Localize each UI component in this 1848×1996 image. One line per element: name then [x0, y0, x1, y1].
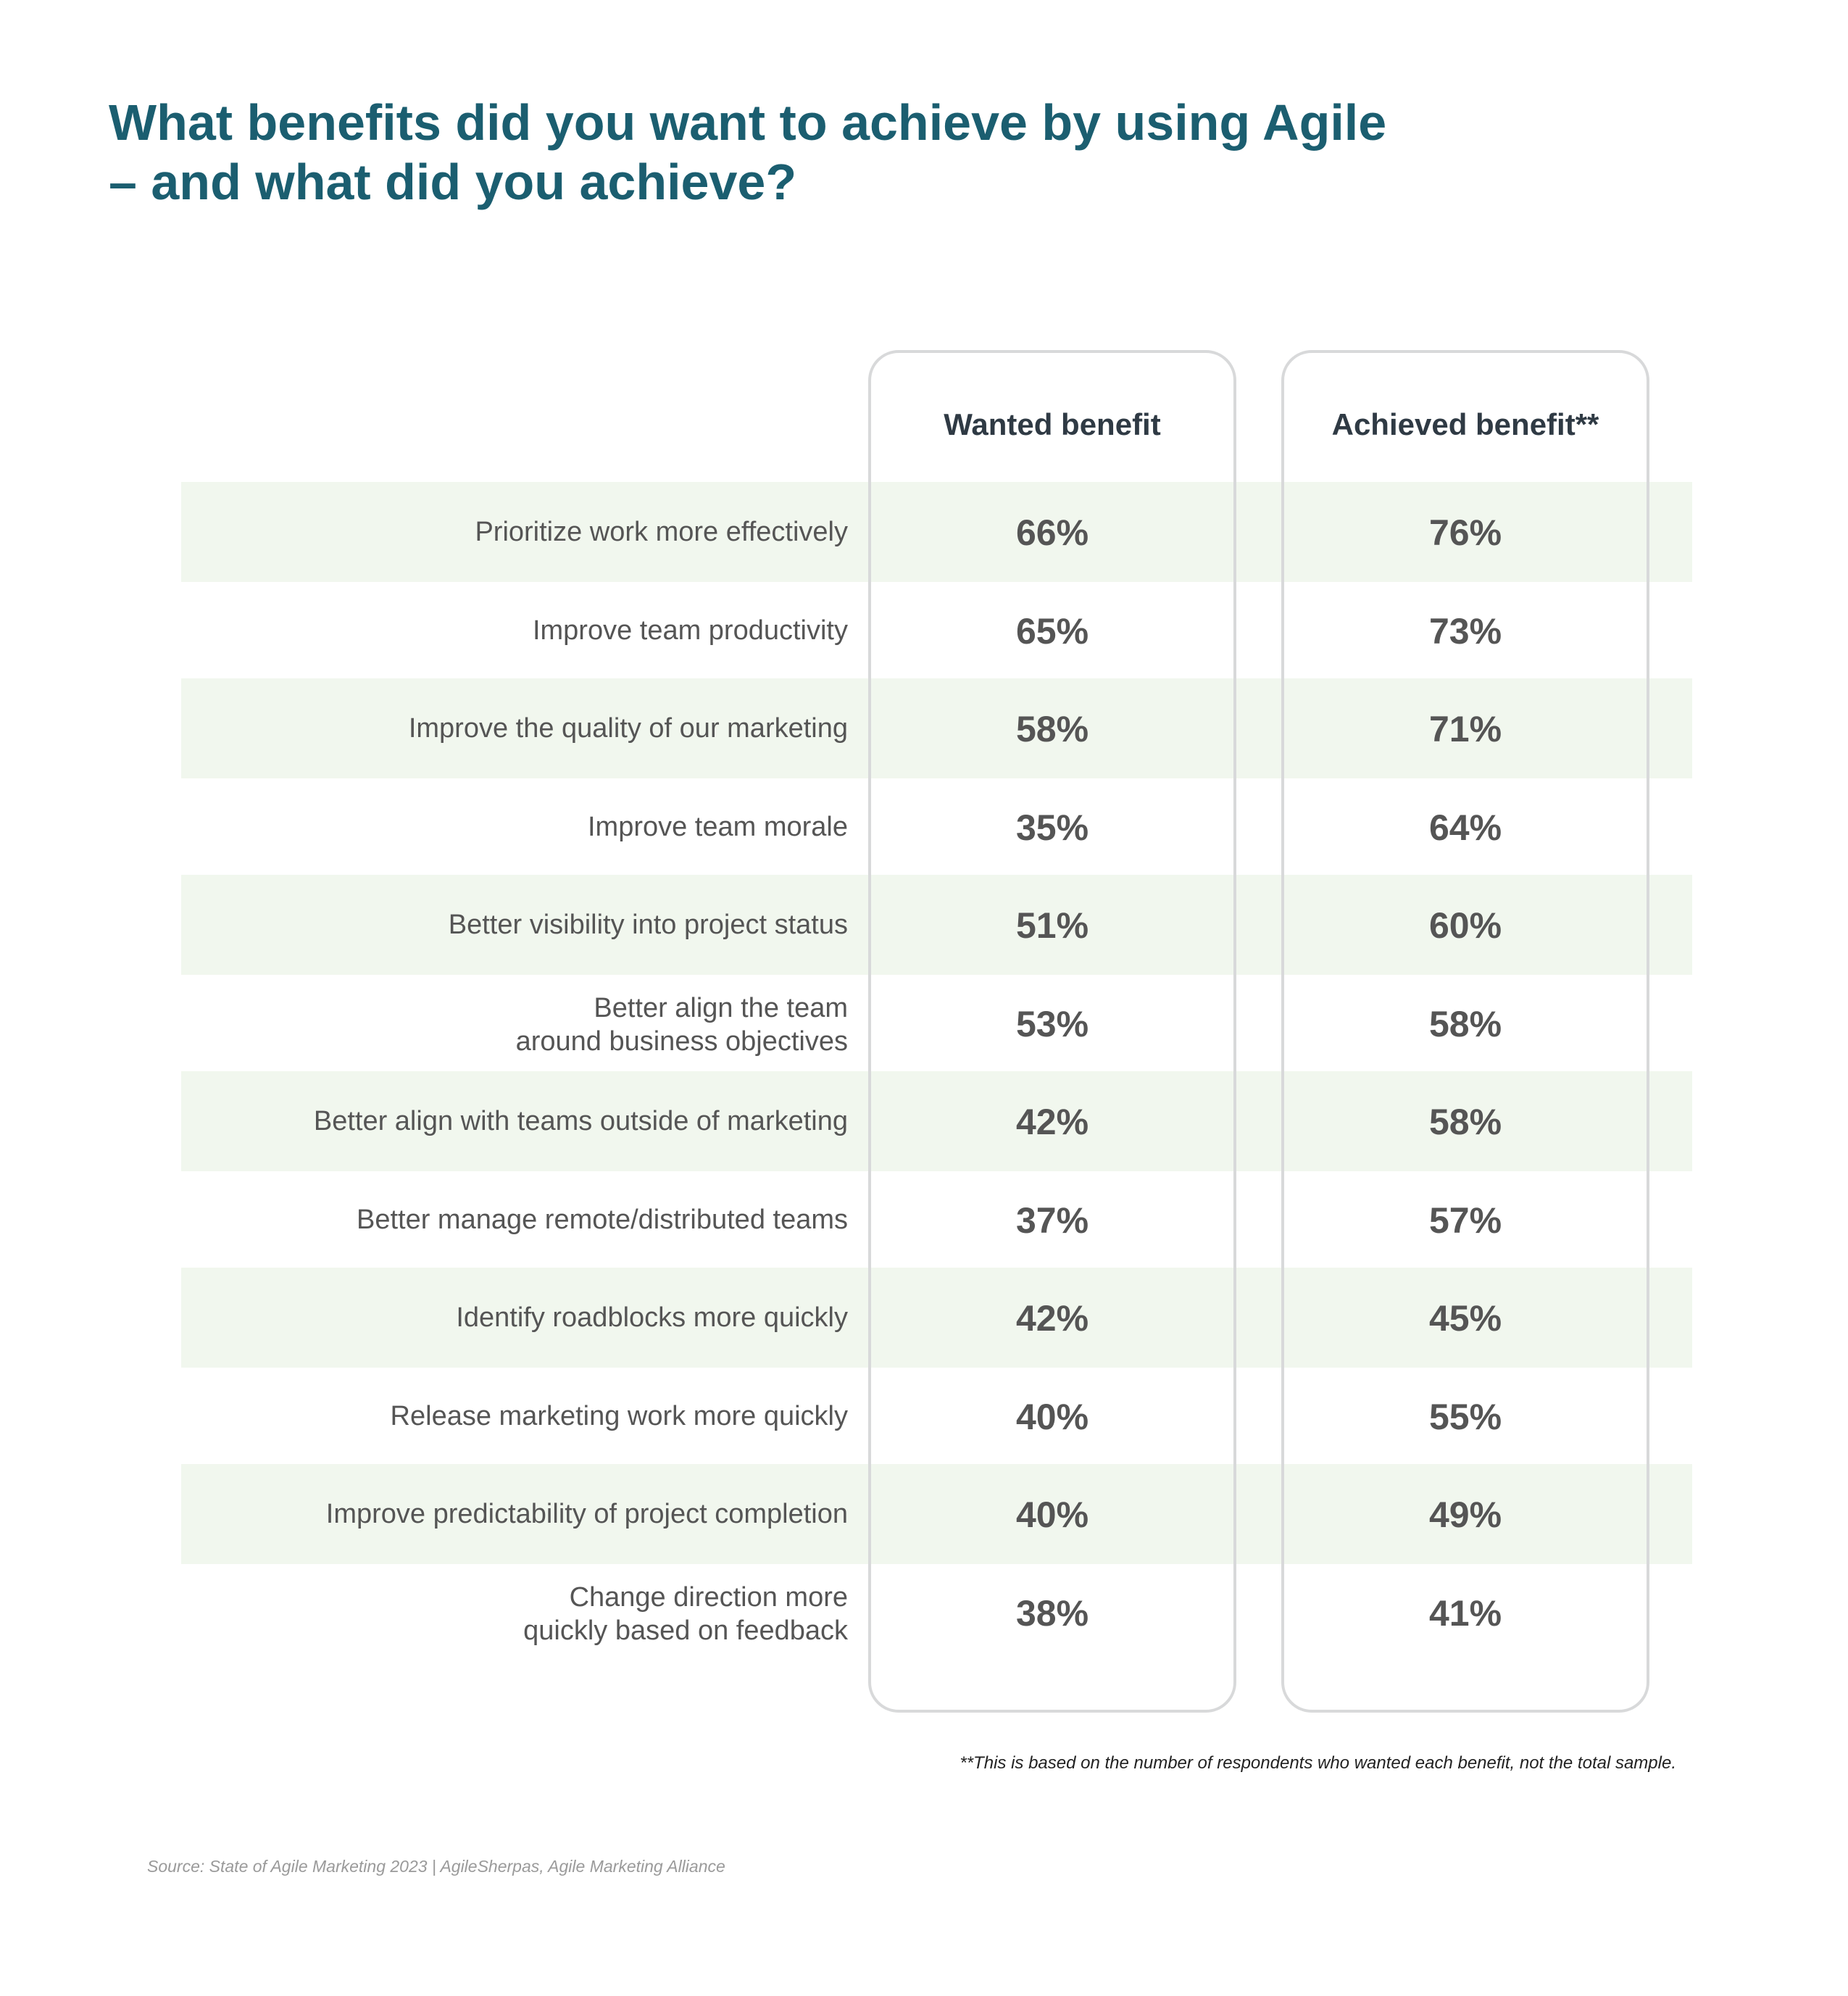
achieved-column-header: Achieved benefit** — [1331, 407, 1599, 441]
row-label: Better align with teams outside of marke… — [313, 1106, 848, 1136]
source-note: Source: State of Agile Marketing 2023 | … — [147, 1857, 725, 1876]
row-label: Better visibility into project status — [448, 910, 848, 940]
achieved-value: 76% — [1428, 512, 1502, 553]
title-line-1: What benefits did you want to achieve by… — [109, 94, 1387, 151]
wanted-value: 66% — [1015, 512, 1089, 553]
achieved-value: 71% — [1428, 709, 1502, 749]
row-stripe — [181, 1071, 1692, 1171]
wanted-value: 65% — [1015, 610, 1089, 652]
row-label: Better align the team around business ob… — [515, 992, 848, 1057]
achieved-value: 49% — [1428, 1494, 1502, 1535]
wanted-column-header: Wanted benefit — [944, 407, 1161, 441]
row-stripe — [181, 1464, 1692, 1564]
wanted-value: 35% — [1015, 807, 1089, 848]
wanted-value: 40% — [1015, 1396, 1089, 1437]
achieved-value: 64% — [1428, 807, 1502, 848]
wanted-value: 51% — [1015, 905, 1089, 946]
row-label: Release marketing work more quickly — [390, 1400, 848, 1431]
wanted-value: 58% — [1015, 709, 1089, 749]
row-stripe — [181, 678, 1692, 778]
row-label: Improve the quality of our marketing — [408, 713, 848, 744]
row-label: Identify roadblocks more quickly — [456, 1302, 848, 1333]
row-label: Change direction more quickly based on f… — [523, 1581, 848, 1646]
row-stripe — [181, 482, 1692, 582]
achieved-value: 55% — [1428, 1396, 1502, 1437]
wanted-value: 38% — [1015, 1592, 1089, 1634]
achieved-value: 45% — [1428, 1298, 1502, 1339]
wanted-column-frame — [868, 350, 1236, 1713]
footnote: **This is based on the number of respond… — [960, 1753, 1676, 1773]
achieved-value: 73% — [1428, 610, 1502, 652]
title-line-2: – and what did you achieve? — [109, 154, 797, 210]
row-label: Improve predictability of project comple… — [325, 1499, 848, 1529]
row-stripe — [181, 875, 1692, 975]
wanted-value: 42% — [1015, 1102, 1089, 1142]
achieved-value: 41% — [1428, 1592, 1502, 1634]
wanted-value: 37% — [1015, 1199, 1089, 1241]
row-label: Prioritize work more effectively — [475, 517, 848, 547]
wanted-value: 53% — [1015, 1003, 1089, 1044]
row-label: Improve team morale — [587, 811, 848, 842]
row-label: Improve team productivity — [532, 615, 848, 646]
wanted-value: 40% — [1015, 1494, 1089, 1535]
achieved-value: 58% — [1428, 1102, 1502, 1142]
achieved-value: 58% — [1428, 1003, 1502, 1044]
row-stripe — [181, 1268, 1692, 1368]
achieved-column-frame — [1281, 350, 1649, 1713]
row-label: Better manage remote/distributed teams — [356, 1204, 848, 1235]
page-title: What benefits did you want to achieve by… — [109, 93, 1631, 212]
achieved-value: 60% — [1428, 905, 1502, 946]
wanted-value: 42% — [1015, 1298, 1089, 1339]
achieved-value: 57% — [1428, 1199, 1502, 1241]
